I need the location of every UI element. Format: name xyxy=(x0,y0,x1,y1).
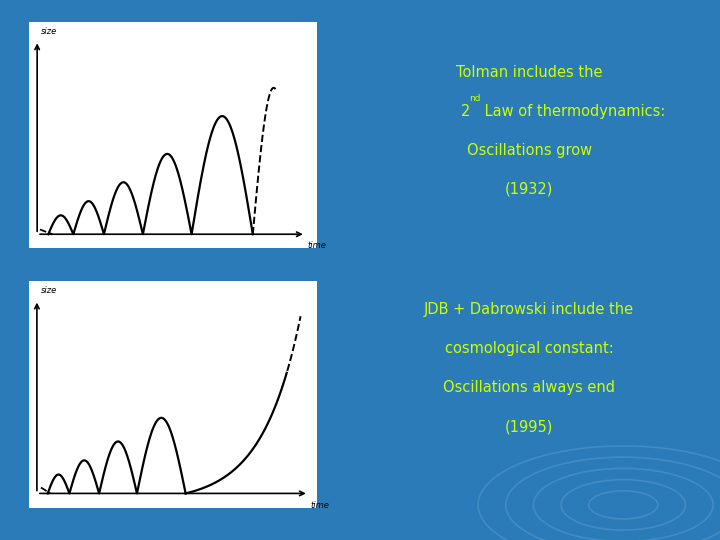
Text: Oscillations always end: Oscillations always end xyxy=(444,380,615,395)
Text: size: size xyxy=(41,286,57,295)
Text: nd: nd xyxy=(469,94,481,103)
Text: Oscillations grow: Oscillations grow xyxy=(467,143,592,158)
Text: Tolman includes the: Tolman includes the xyxy=(456,65,603,80)
Text: Law of thermodynamics:: Law of thermodynamics: xyxy=(480,104,665,119)
Text: 2: 2 xyxy=(461,104,470,119)
Text: time: time xyxy=(310,501,329,510)
Text: size: size xyxy=(41,27,58,36)
Text: (1995): (1995) xyxy=(505,419,554,434)
Text: JDB + Dabrowski include the: JDB + Dabrowski include the xyxy=(424,302,634,318)
Text: time: time xyxy=(307,241,326,251)
Text: cosmological constant:: cosmological constant: xyxy=(445,341,613,356)
Text: (1932): (1932) xyxy=(505,181,554,197)
